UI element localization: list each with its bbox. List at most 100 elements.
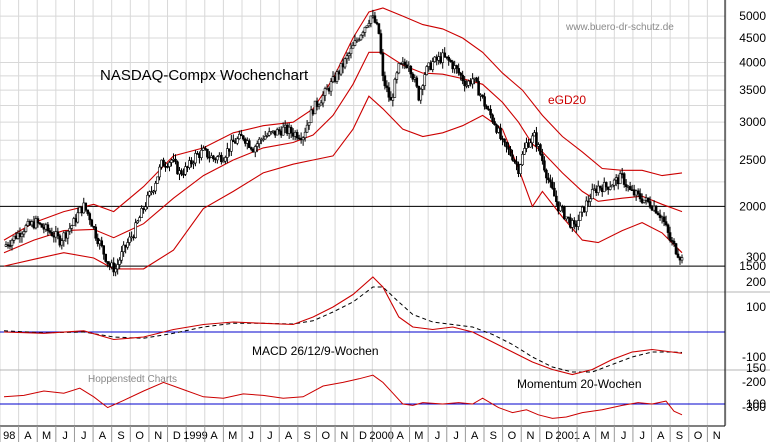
candle-body (668, 232, 672, 241)
momentum-tick-label: 150 (746, 361, 766, 375)
candle-body (232, 139, 235, 143)
candle-body (612, 179, 616, 186)
x-axis: 98 A M J J A S O N D 1999 A M J J A S O N D 2000 A M J J A S O N D 200… (0, 425, 725, 442)
x-tick-label: J (267, 430, 273, 442)
candle-body (423, 74, 427, 87)
y-tick-label: 3500 (739, 83, 766, 97)
candle-body (471, 78, 474, 85)
x-tick-label: O (321, 430, 330, 442)
candle-body (140, 208, 143, 218)
candle-body (379, 33, 383, 54)
y-tick-label: 5000 (739, 9, 766, 23)
candle-body (154, 183, 157, 192)
candle-body (241, 135, 245, 140)
candle-body (431, 61, 435, 70)
candle-body (461, 74, 464, 82)
candle-body (46, 224, 50, 231)
grid-lines (0, 0, 770, 426)
candle-body (236, 138, 239, 144)
candle-body (116, 264, 119, 270)
candle-body (329, 81, 333, 92)
x-tick-label: J (435, 430, 441, 442)
x-tick-label: A (583, 430, 591, 442)
y-tick-label: 1500 (739, 259, 766, 273)
candle-body (457, 68, 460, 74)
candle-body (361, 32, 365, 36)
watermark: www.buero-dr-schutz.de (565, 22, 674, 33)
candle-body (563, 206, 566, 220)
candle-body (126, 242, 129, 248)
candle-body (475, 77, 478, 82)
y-tick-label: 2500 (739, 153, 766, 167)
macd-tick-label: 100 (746, 300, 766, 314)
candle-body (367, 23, 371, 27)
candle-body (104, 253, 107, 262)
candle-body (190, 160, 193, 165)
candle-body (281, 126, 285, 136)
x-tick-label: A (24, 430, 32, 442)
candle-body (573, 220, 576, 225)
x-tick-label: J (249, 430, 255, 442)
macd-label: MACD 26/12/9-Wochen (252, 344, 379, 358)
candle-body (100, 240, 104, 246)
candle-body (118, 259, 121, 265)
candle-body (174, 158, 177, 163)
macd-panel (3, 276, 683, 376)
candle-body (88, 213, 92, 221)
x-tick-label: A (657, 430, 665, 442)
x-tick-label: N (713, 430, 721, 442)
candle-body (94, 226, 98, 239)
candle-body (70, 225, 74, 229)
candle-body (269, 131, 273, 133)
candle-body (315, 100, 319, 107)
candle-body (465, 85, 468, 87)
candle-body (309, 109, 313, 124)
candle-body (553, 187, 556, 197)
momentum-panel (3, 374, 683, 419)
candle-body (415, 77, 419, 87)
macd-tick-label: -100 (742, 350, 766, 364)
candle-body (604, 182, 608, 188)
x-tick-label: J (639, 430, 645, 442)
x-tick-label: 98 (3, 430, 15, 442)
candle-body (303, 131, 307, 138)
candle-body (6, 244, 10, 246)
candle-body (547, 177, 550, 181)
candle-body (519, 164, 522, 174)
candle-body (676, 253, 680, 258)
candle-body (180, 170, 183, 175)
candle-body (403, 61, 407, 66)
candle-body (305, 124, 309, 133)
candle-body (170, 159, 173, 163)
candle-body (8, 245, 12, 247)
candle-body (261, 138, 265, 141)
candle-body (409, 65, 413, 75)
candle-body (638, 193, 642, 200)
candle-body (463, 80, 466, 86)
macd-tick-label: 300 (746, 250, 766, 264)
candle-body (656, 212, 660, 216)
candle-body (144, 206, 147, 210)
candle-body (559, 205, 562, 212)
candle-body (216, 156, 219, 161)
candle-body (317, 104, 321, 107)
candle-body (90, 219, 94, 227)
candle-body (610, 184, 614, 188)
candle-body (491, 114, 494, 122)
macd-tick-label: 200 (746, 275, 766, 289)
candle-body (608, 186, 612, 190)
candle-body (622, 173, 626, 185)
candle-body (122, 244, 125, 253)
x-tick-label: D (359, 430, 367, 442)
candle-body (22, 231, 26, 235)
candle-body (636, 190, 640, 194)
candle-body (66, 230, 70, 239)
candle-body (321, 95, 325, 104)
candle-body (295, 132, 299, 139)
x-tick-label: S (303, 430, 310, 442)
candle-body (76, 212, 80, 223)
candle-body (34, 218, 38, 229)
candle-body (449, 60, 452, 63)
